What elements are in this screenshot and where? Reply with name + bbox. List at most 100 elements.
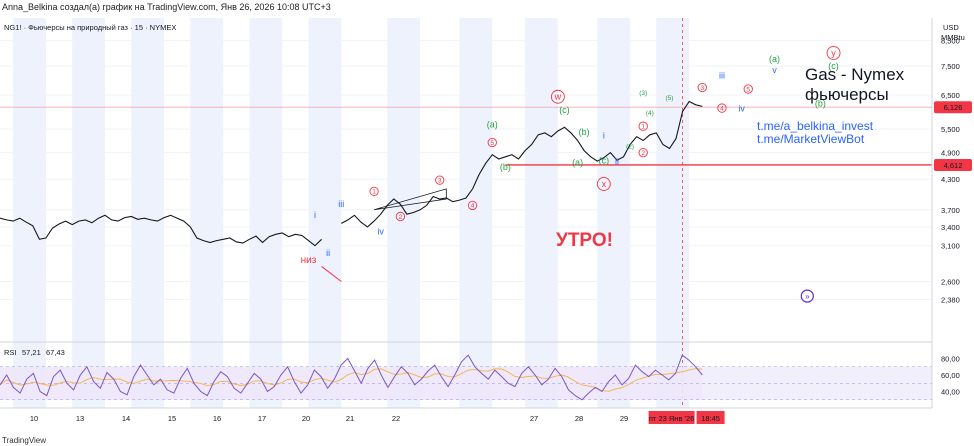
forward-icon-glyph: »: [805, 292, 810, 301]
rsi-ma-path: [0, 368, 703, 392]
wave-label-green: (b): [579, 127, 590, 137]
wave-label-blue: ii: [615, 157, 619, 167]
wave-label-blue: i: [314, 210, 316, 220]
wave-label-blue: iv: [377, 226, 384, 236]
wave-label-blue: iii: [719, 71, 725, 81]
rsi-tick: 40,00: [941, 388, 960, 397]
wave-label-red: 2: [399, 214, 403, 221]
wave-label-red: 4: [720, 105, 724, 112]
wave-label-circle: [467, 200, 478, 211]
date-tick: 22: [392, 414, 400, 423]
wave-label-red: 5: [490, 140, 494, 147]
wave-label-circle: [435, 175, 445, 185]
price-tag-text: 4,612: [944, 161, 963, 170]
chart-caption: Anna_Belkina создал(а) график на Trading…: [2, 2, 331, 12]
price-series: [0, 100, 703, 247]
wave-label-circle: [638, 121, 648, 131]
wave-label-circle: [395, 211, 406, 222]
wave-label-green: (c): [559, 105, 570, 115]
triangle-pattern: [374, 188, 447, 211]
rsi-label: RSI: [4, 348, 17, 357]
price-tick: 5,500: [941, 125, 960, 134]
price-tick: 3,100: [941, 242, 960, 251]
price-tick: 2,380: [941, 295, 960, 304]
session-stripe: [308, 18, 342, 408]
link-1: t.me/a_belkina_invest: [757, 119, 874, 133]
cursor-time: 18:45: [701, 414, 720, 423]
wave-label-blue: i: [603, 131, 605, 141]
wave-label-green: (c): [828, 61, 839, 71]
session-stripe: [131, 18, 165, 408]
date-tick: 10: [30, 414, 38, 423]
wave-label-small: (4): [646, 110, 654, 117]
symbol-legend: NG1! · Фьючерсы на природный газ · 15 · …: [4, 23, 176, 32]
rsi-pane: RSI 57,21 67,43: [0, 348, 932, 401]
cursor-time-tag: [696, 411, 725, 424]
date-tick: 16: [213, 414, 221, 423]
axis-bg: [932, 18, 974, 424]
date-tick: 27: [530, 414, 538, 423]
low-arrow: [321, 266, 342, 282]
price-tick: 6,500: [941, 91, 960, 100]
chart-title: Gas - Nymex: [805, 65, 905, 84]
price-tick: 8,500: [941, 37, 960, 46]
wave-label-blue: v: [772, 65, 777, 75]
chart-subtitle: фьючерсы: [805, 85, 889, 104]
session-stripe: [656, 18, 690, 408]
wave-label-green: (a): [487, 119, 498, 129]
unit-label: MMBtu: [941, 33, 965, 42]
wave-label-red: 3: [438, 177, 442, 184]
session-stripe: [249, 18, 283, 408]
forward-icon: [800, 289, 814, 303]
date-tick: 14: [122, 414, 130, 423]
time-axis: 10131415161720212227282930Февпт 23 Янв '…: [0, 407, 932, 424]
levels: [0, 106, 932, 166]
low-label: низ: [301, 255, 317, 266]
rsi-tick: 80,00: [941, 355, 960, 364]
date-tick: 29: [620, 414, 628, 423]
session-stripe: [190, 18, 224, 408]
date-tick: 17: [258, 414, 266, 423]
morning-note: УТРО!: [556, 230, 613, 251]
wave-label-circle: [638, 147, 648, 158]
date-tick: 15: [168, 414, 176, 423]
rsi-ma-value: 67,43: [46, 348, 65, 357]
wave-label-red: 3: [700, 85, 704, 92]
session-stripe: [597, 18, 631, 408]
wave-label-red: w: [554, 92, 562, 102]
session-stripe: [459, 18, 493, 408]
rsi-band: [0, 366, 703, 400]
wave-label-circle: [369, 186, 379, 197]
wave-label-red: 5: [746, 86, 750, 93]
price-tick: 3,400: [941, 223, 960, 232]
wave-label-circle: [717, 103, 727, 113]
session-stripe: [72, 18, 106, 408]
wave-label-circle: [826, 45, 841, 60]
wave-label-blue: iv: [738, 103, 745, 113]
session-stripe: [387, 18, 421, 408]
wave-label-green: (b): [500, 162, 511, 172]
wave-label-small: (5): [665, 95, 673, 102]
wave-label-green: (a): [572, 157, 583, 167]
wave-label-green: (c): [599, 155, 610, 165]
date-tick: 28: [575, 414, 583, 423]
price-tag: [934, 101, 972, 114]
date-tick: 21: [346, 414, 354, 423]
currency-label: USD: [943, 23, 959, 32]
price-path: [0, 214, 322, 247]
wave-label-red: y: [831, 48, 836, 58]
price-tag: [934, 158, 972, 171]
date-tick: 13: [76, 414, 84, 423]
wave-label-circle: [697, 82, 707, 93]
cursor-date-tag: [648, 411, 695, 424]
wave-label-small: (2): [626, 144, 634, 151]
wave-label-circle: [743, 84, 753, 94]
wave-label-red: 1: [372, 189, 376, 196]
grid: [0, 18, 932, 408]
wave-label-red: 4: [471, 203, 475, 210]
link-2: t.me/MarketViewBot: [757, 132, 865, 146]
wave-label-red: x: [602, 179, 607, 189]
text-overlays: NG1! · Фьючерсы на природный газ · 15 · …: [4, 23, 905, 251]
